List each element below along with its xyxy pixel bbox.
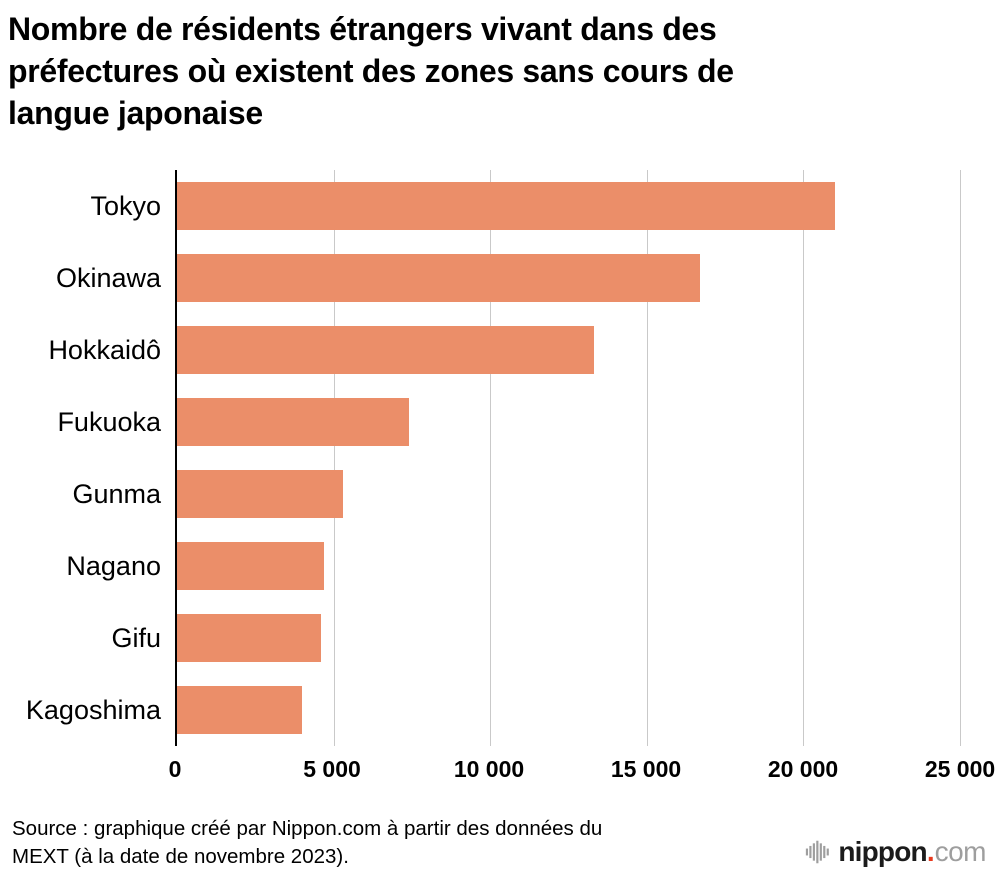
bar-row: Gifu xyxy=(111,602,960,674)
x-axis-tick-label: 20 000 xyxy=(767,756,839,782)
logo-brand-text: nippon xyxy=(838,836,927,867)
logo-dot: . xyxy=(926,836,935,867)
soundwave-icon xyxy=(806,840,830,864)
bar xyxy=(177,182,835,230)
y-axis-label: Fukuoka xyxy=(57,406,161,437)
gridline xyxy=(646,170,648,746)
bar-row: Okinawa xyxy=(56,242,960,314)
bar xyxy=(177,686,303,734)
y-axis-label: Gifu xyxy=(111,622,161,653)
x-axis-tick-label: 15 000 xyxy=(610,756,682,782)
plot-area: Tokyo Okinawa Hokkaidô Fukuoka Gunma Nagano Gi… xyxy=(26,170,961,746)
x-axis: 0 5 000 10 000 15 000 20 000 25 000 xyxy=(169,746,996,788)
bar xyxy=(177,470,343,518)
y-axis-label: Tokyo xyxy=(90,190,161,221)
source-line: Source : graphique créé par Nippon.com à… xyxy=(12,816,603,840)
source-note: Source : graphique créé par Nippon.com à… xyxy=(12,815,602,872)
bar xyxy=(177,398,409,446)
x-axis-tick-label: 25 000 xyxy=(924,756,996,782)
y-axis-label: Nagano xyxy=(66,550,161,581)
title-line: préfectures où existent des zones sans c… xyxy=(8,53,734,90)
bar-row: Tokyo xyxy=(90,170,960,242)
bar-row: Hokkaidô xyxy=(48,314,960,386)
bar xyxy=(177,614,322,662)
y-axis-label: Gunma xyxy=(72,478,161,509)
nippon-logo: nippon. com xyxy=(805,836,987,868)
title-line: langue japonaise xyxy=(8,95,263,132)
bar xyxy=(177,254,701,302)
gridline xyxy=(960,170,961,746)
x-axis-tick-label: 0 xyxy=(168,756,182,782)
bar xyxy=(177,542,325,590)
bar-row: Fukuoka xyxy=(57,386,960,458)
x-axis-tick-label: 10 000 xyxy=(453,756,525,782)
y-axis-label: Hokkaidô xyxy=(48,334,161,365)
chart-title: Nombre de résidents étrangers vivant dan… xyxy=(8,8,734,135)
bar-chart: Tokyo Okinawa Hokkaidô Fukuoka Gunma Nagano Gi… xyxy=(0,170,996,788)
gridline xyxy=(490,170,492,746)
y-axis-label: Okinawa xyxy=(55,262,161,293)
gridline xyxy=(803,170,805,746)
x-axis-tick-label: 5 000 xyxy=(303,756,361,782)
y-axis-label: Kagoshima xyxy=(25,694,161,725)
bar-row: Gunma xyxy=(72,458,960,530)
title-line: Nombre de résidents étrangers vivant dan… xyxy=(8,11,717,47)
bar-row: Kagoshima xyxy=(26,674,960,746)
bar xyxy=(177,326,594,374)
logo-tld-text: com xyxy=(934,836,987,867)
source-line: MEXT (à la date de novembre 2023). xyxy=(12,845,349,869)
bar-row: Nagano xyxy=(66,530,960,602)
gridline xyxy=(333,170,335,746)
